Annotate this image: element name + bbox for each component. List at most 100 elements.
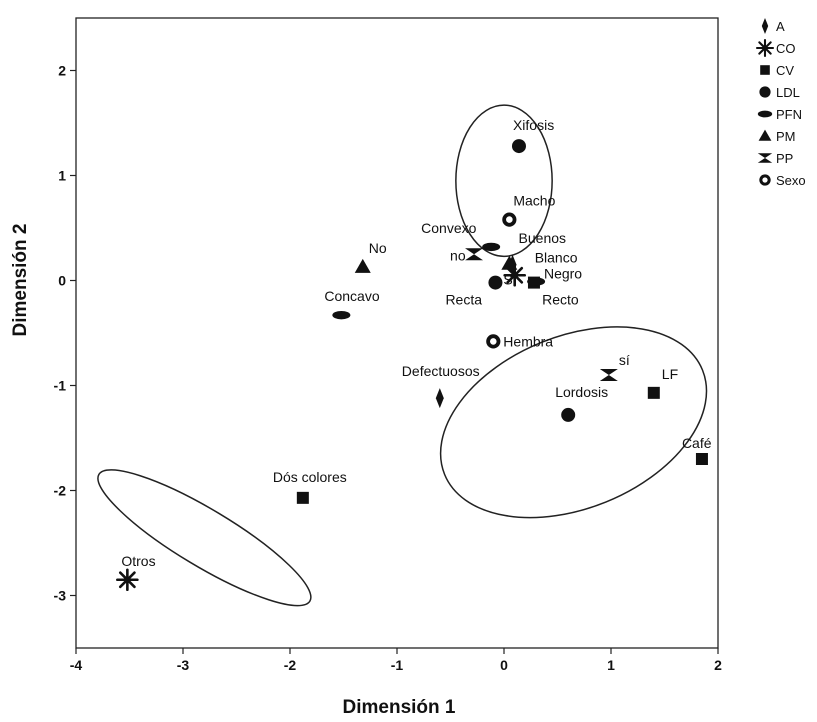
star-core	[124, 576, 131, 583]
point-label: Macho	[513, 193, 555, 209]
star-core	[511, 272, 518, 279]
legend-triangle-icon	[758, 129, 772, 141]
point-label: Xifosis	[513, 117, 554, 133]
bowtie-marker	[599, 369, 618, 381]
ellipse-marker	[332, 310, 351, 320]
point-macho: Macho	[502, 193, 556, 227]
ellipse-marker	[482, 242, 501, 252]
legend-ring-icon	[759, 174, 771, 186]
point-label: no	[450, 247, 466, 263]
point-dos-colores: Dós colores	[273, 469, 347, 504]
point-label: Recta	[445, 292, 482, 308]
point-xifosis: Xifosis	[511, 117, 554, 154]
square-marker	[647, 386, 660, 399]
legend-label: Sexo	[776, 173, 806, 188]
point-label: Si	[503, 272, 515, 288]
point-defectuosos: Defectuosos	[402, 363, 480, 409]
point-si: sí	[599, 352, 630, 381]
y-tick-label: -1	[54, 378, 67, 394]
cluster-ellipse	[439, 326, 708, 519]
legend-label: LDL	[776, 85, 800, 100]
square-marker	[695, 453, 708, 465]
x-tick-label: 1	[607, 657, 615, 673]
legend-item-pm: PM	[758, 129, 796, 144]
point-label: Dós colores	[273, 469, 347, 485]
star-marker	[116, 568, 139, 592]
point-hembra: Hembra	[486, 333, 553, 349]
point-otros: Otros	[116, 553, 156, 592]
point-label: Hembra	[503, 333, 553, 349]
point-label: Otros	[121, 553, 155, 569]
x-axis-title: Dimensión 1	[343, 697, 456, 718]
legend-label: CO	[776, 41, 796, 56]
star-core	[762, 45, 768, 51]
circle-marker	[488, 275, 503, 290]
circle-marker	[561, 407, 576, 422]
y-tick-label: 2	[58, 63, 66, 79]
point-label: Recto	[542, 292, 579, 308]
diamond-marker	[435, 388, 444, 409]
point-lordosis: Lordosis	[555, 384, 608, 422]
plot-frame	[75, 17, 719, 649]
point-si: Si	[501, 255, 518, 288]
point-label: Café	[682, 435, 712, 451]
point-label: Convexo	[421, 220, 476, 236]
legend-bowtie-icon	[757, 153, 773, 163]
ring-marker	[502, 212, 517, 227]
x-tick-label: 2	[714, 657, 722, 673]
point-label: LF	[662, 366, 678, 382]
x-tick-label: -1	[391, 657, 404, 673]
point-recta: Recta	[445, 275, 503, 308]
legend-square-icon	[760, 65, 770, 75]
ellipse-marker	[527, 277, 546, 286]
point-concavo: Concavo	[324, 288, 380, 320]
axis-ticks: -4 -3 -2 -1 0 1 2 -3 -2 -1 0 1 2	[54, 63, 723, 674]
legend-label: CV	[776, 63, 794, 78]
legend-ellipse-icon	[757, 110, 773, 118]
legend-item-sexo: Sexo	[759, 173, 806, 188]
legend-label: PFN	[776, 107, 802, 122]
point-lf: LF	[647, 366, 678, 399]
legend: A CO CV LDL PFN PM PP Sexo	[755, 18, 806, 188]
legend-item-co: CO	[755, 38, 796, 58]
y-axis-title: Dimensión 2	[10, 224, 31, 337]
y-tick-label: 0	[58, 273, 66, 289]
point-label: Lordosis	[555, 384, 608, 400]
x-tick-label: 0	[500, 657, 508, 673]
point-label: Defectuosos	[402, 363, 480, 379]
legend-star-icon	[755, 38, 775, 58]
cluster-ellipse	[455, 104, 553, 258]
triangle-marker	[354, 258, 371, 273]
x-tick-label: -4	[70, 657, 83, 673]
ring-marker	[486, 334, 501, 349]
point-recto: Recto	[527, 277, 579, 308]
square-marker	[296, 491, 309, 504]
plot-area	[75, 17, 719, 649]
y-tick-label: 1	[58, 168, 66, 184]
legend-item-a: A	[761, 18, 785, 34]
point-label: sí	[619, 352, 630, 368]
point-no: no	[450, 247, 484, 263]
legend-item-ldl: LDL	[759, 85, 800, 100]
legend-item-cv: CV	[760, 63, 794, 78]
cluster-ellipse	[97, 469, 312, 607]
legend-item-pfn: PFN	[757, 107, 802, 122]
y-tick-label: -2	[54, 483, 67, 499]
point-convexo: Convexo	[421, 220, 501, 252]
legend-diamond-icon	[761, 18, 769, 34]
point-label: Concavo	[324, 288, 379, 304]
legend-circle-icon	[759, 86, 771, 98]
point-cafe: Café	[682, 435, 712, 465]
circle-marker	[511, 139, 526, 154]
x-tick-label: -3	[177, 657, 190, 673]
point-no: No	[354, 240, 387, 273]
bowtie-marker	[465, 248, 484, 261]
data-points: Defectuosos Buenos Otros Blanco Dós colores C…	[116, 117, 712, 592]
legend-label: PP	[776, 151, 793, 166]
cluster-ellipses	[97, 104, 708, 607]
legend-item-pp: PP	[757, 151, 793, 166]
point-label: No	[369, 240, 387, 256]
point-label: Buenos	[519, 230, 566, 246]
point-label: Negro	[544, 266, 582, 282]
y-tick-label: -3	[54, 588, 67, 604]
